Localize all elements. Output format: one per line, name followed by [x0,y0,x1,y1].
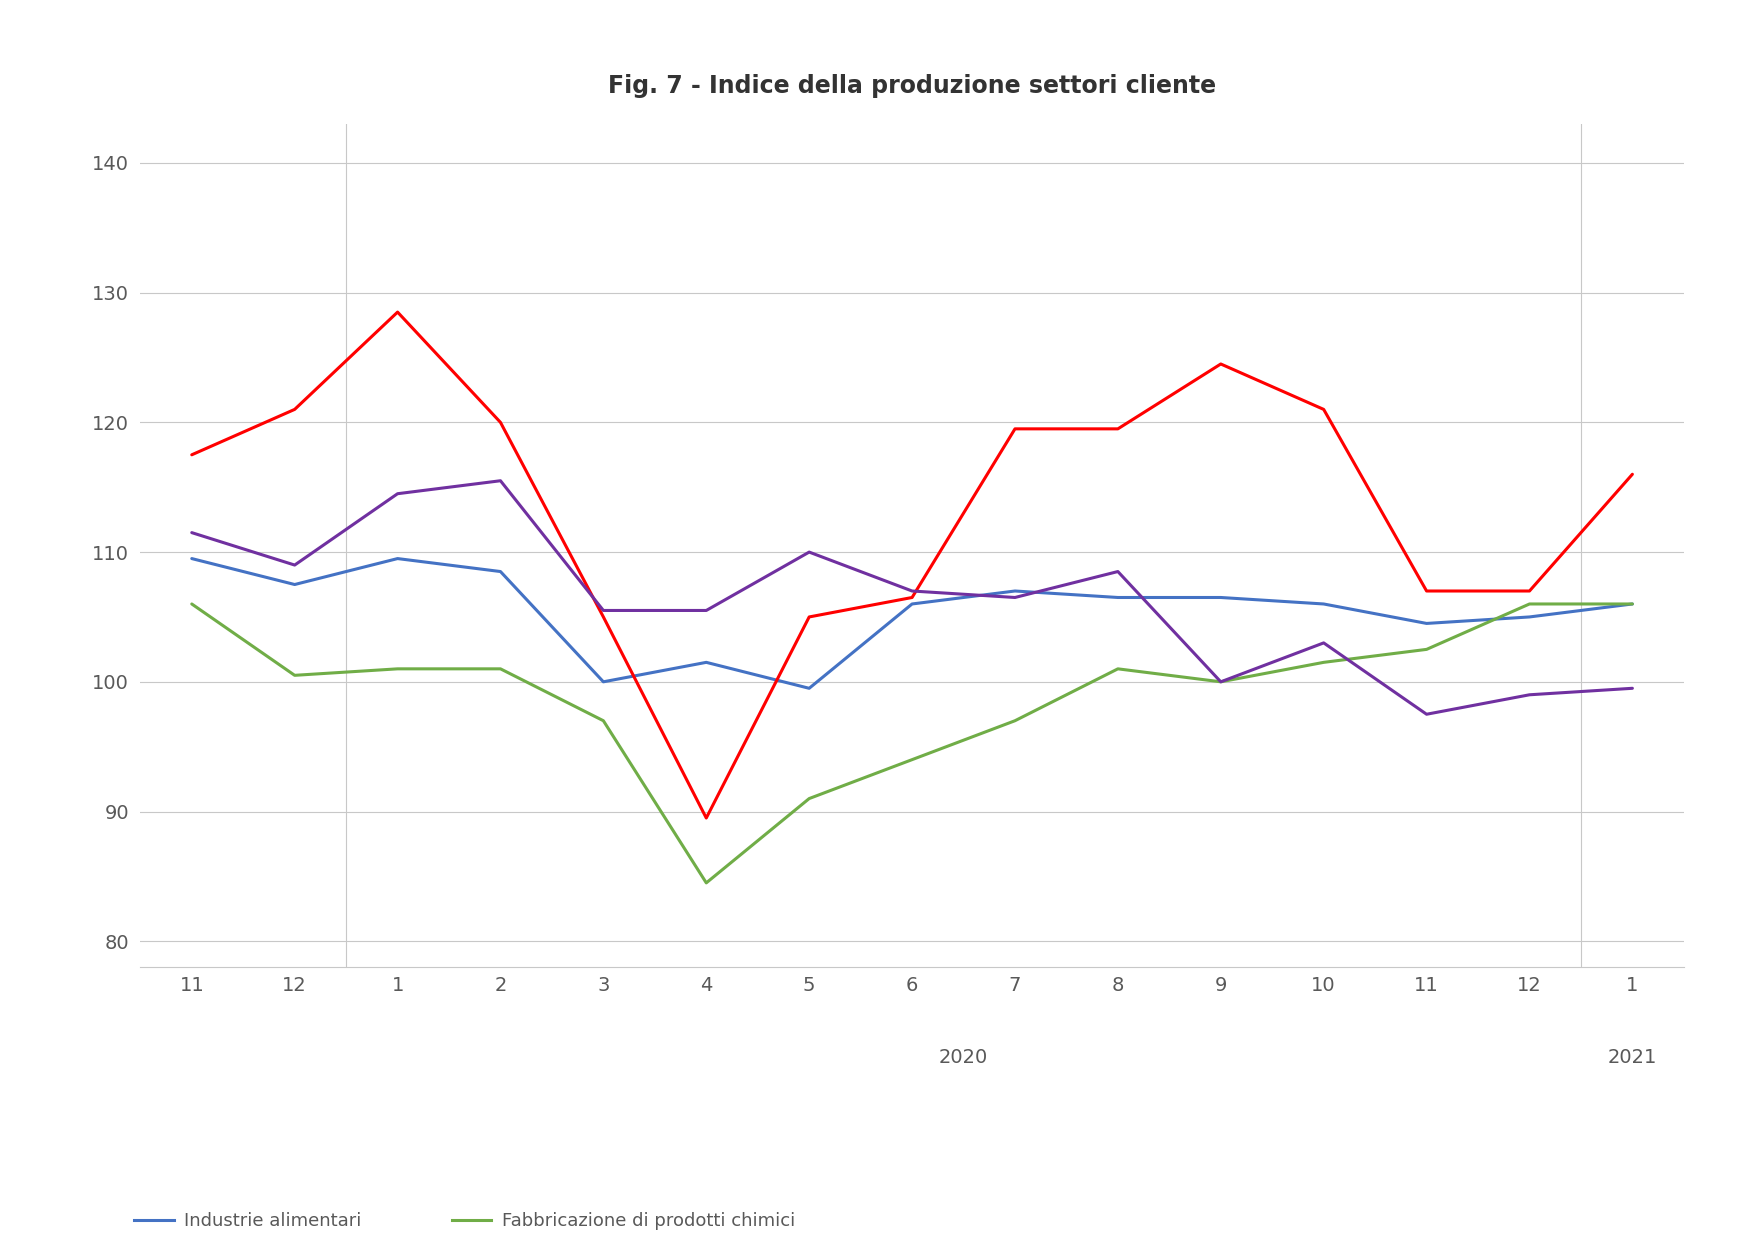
Title: Fig. 7 - Indice della produzione settori cliente: Fig. 7 - Indice della produzione settori… [609,74,1216,98]
Legend: Industrie alimentari, Industria delle bevande, Fabbricazione di prodotti chimici: Industrie alimentari, Industria delle be… [133,1213,844,1240]
Text: 2020: 2020 [938,1048,988,1066]
Text: 2021: 2021 [1608,1048,1658,1066]
